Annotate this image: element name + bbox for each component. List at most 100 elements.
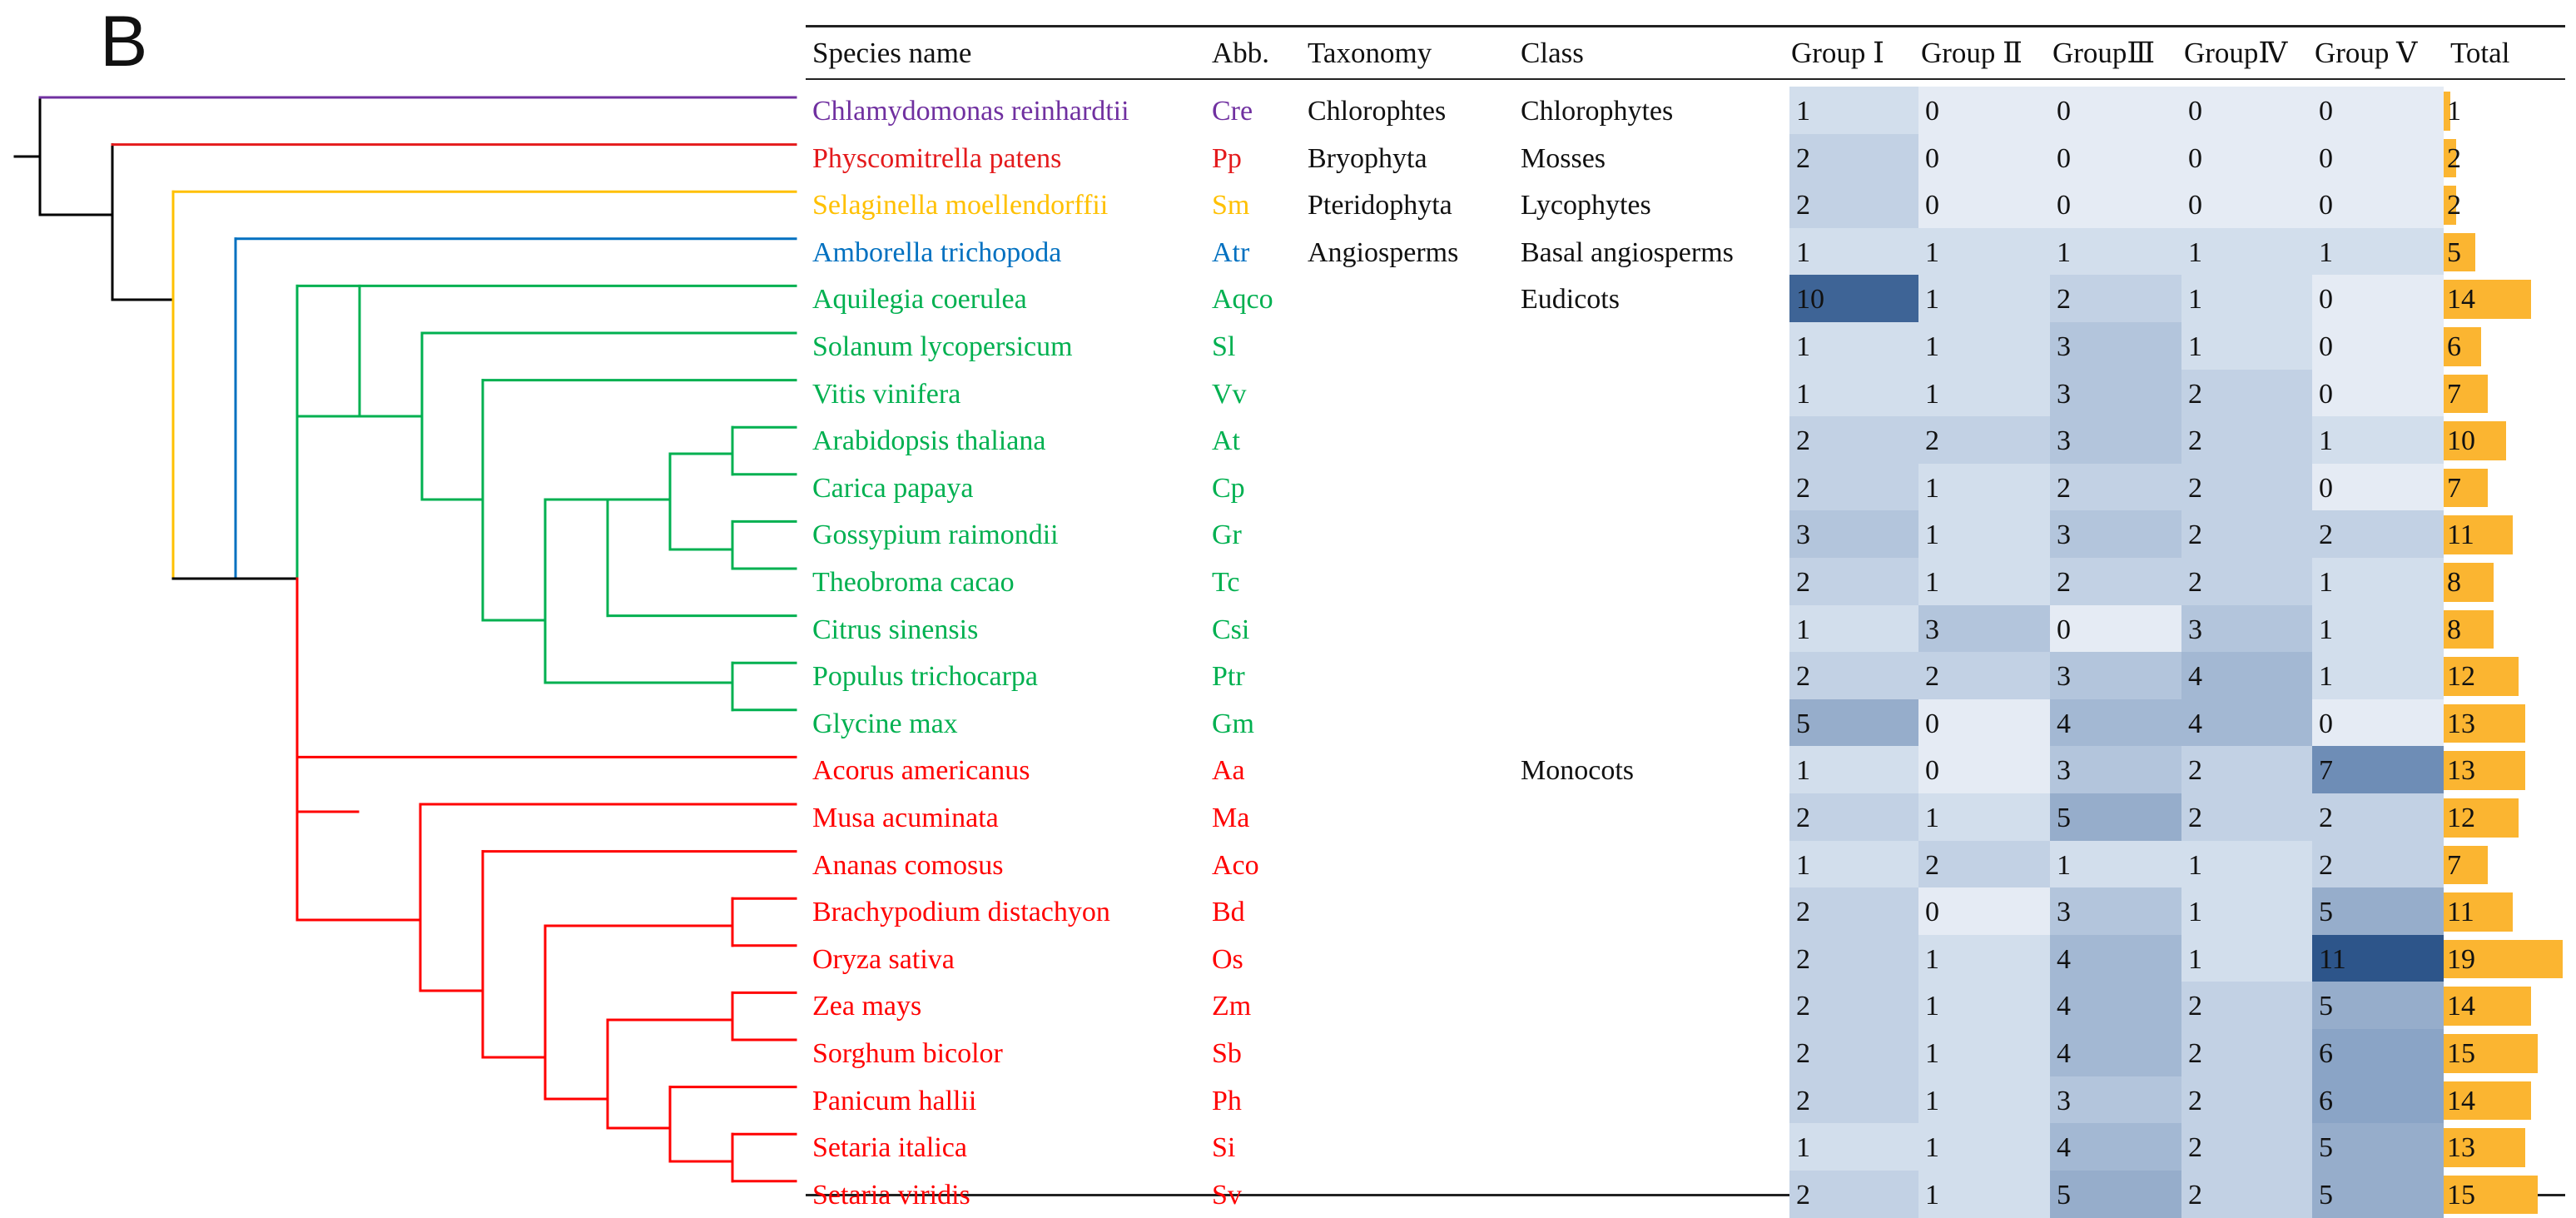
heatmap-value: 3 bbox=[2057, 1085, 2071, 1116]
heatmap-cell: 1 bbox=[2050, 840, 2181, 888]
header-class: Class bbox=[1521, 37, 1584, 69]
heatmap-value: 2 bbox=[2188, 425, 2202, 457]
heatmap-cell: 7 bbox=[2312, 746, 2444, 794]
heatmap-value: 0 bbox=[1925, 755, 1939, 787]
header-group-3: GroupⅢ bbox=[2052, 37, 2156, 69]
taxonomy-label: Pteridophyta bbox=[1308, 190, 1452, 221]
total-value: 14 bbox=[2447, 991, 2475, 1022]
heatmap-cell: 0 bbox=[2312, 87, 2444, 135]
heatmap-cell: 2 bbox=[2312, 840, 2444, 888]
heatmap-value: 6 bbox=[2319, 1085, 2333, 1116]
heatmap-value: 3 bbox=[1796, 520, 1810, 551]
heatmap-cell: 1 bbox=[1789, 87, 1918, 135]
total-bar bbox=[2444, 939, 2563, 979]
total-value: 15 bbox=[2447, 1038, 2475, 1069]
heatmap-cell: 2 bbox=[1789, 793, 1918, 842]
heatmap-cell: 2 bbox=[1918, 840, 2050, 888]
table-bottom-rule bbox=[806, 1194, 2565, 1196]
heatmap-cell: 5 bbox=[2312, 1123, 2444, 1171]
species-name: Brachypodium distachyon bbox=[812, 897, 1110, 928]
header-total: Total bbox=[2450, 37, 2510, 69]
species-name: Musa acuminata bbox=[812, 803, 999, 833]
heatmap-cell: 3 bbox=[2050, 652, 2181, 700]
species-name: Setaria viridis bbox=[812, 1179, 970, 1211]
header-rule bbox=[806, 78, 2565, 80]
heatmap-cell: 2 bbox=[1789, 1029, 1918, 1077]
heatmap-value: 2 bbox=[2188, 991, 2202, 1022]
heatmap-cell: 2 bbox=[2181, 416, 2312, 465]
heatmap-cell: 5 bbox=[2050, 793, 2181, 842]
total-bar bbox=[2444, 1034, 2538, 1073]
total-value: 2 bbox=[2447, 190, 2461, 221]
heatmap-cell: 2 bbox=[2312, 793, 2444, 842]
heatmap-cell: 0 bbox=[1918, 887, 2050, 936]
heatmap-cell: 0 bbox=[2312, 275, 2444, 323]
species-abbreviation: Aco bbox=[1212, 849, 1259, 881]
heatmap-value: 1 bbox=[1925, 284, 1939, 316]
heatmap-value: 0 bbox=[2188, 142, 2202, 174]
heatmap-cell: 3 bbox=[2050, 887, 2181, 936]
species-abbreviation: Sm bbox=[1212, 190, 1250, 221]
class-label: Chlorophytes bbox=[1521, 96, 1674, 127]
heatmap-cell: 1 bbox=[2312, 558, 2444, 606]
heatmap-value: 2 bbox=[2188, 755, 2202, 787]
species-abbreviation: Ptr bbox=[1212, 661, 1245, 693]
heatmap-value: 2 bbox=[2188, 803, 2202, 833]
heatmap-value: 2 bbox=[2188, 1179, 2202, 1211]
heatmap-value: 3 bbox=[2188, 614, 2202, 645]
species-abbreviation: Os bbox=[1212, 943, 1243, 975]
species-name: Acorus americanus bbox=[812, 755, 1030, 787]
species-abbreviation: Sv bbox=[1212, 1179, 1242, 1211]
class-label: Lycophytes bbox=[1521, 190, 1651, 221]
heatmap-cell: 2 bbox=[1918, 416, 2050, 465]
heatmap-value: 0 bbox=[2319, 708, 2333, 739]
heatmap-cell: 0 bbox=[1918, 133, 2050, 181]
heatmap-cell: 2 bbox=[2050, 275, 2181, 323]
heatmap-cell: 3 bbox=[2050, 746, 2181, 794]
species-name: Carica papaya bbox=[812, 472, 974, 504]
heatmap-value: 3 bbox=[2057, 520, 2071, 551]
heatmap-value: 2 bbox=[2319, 803, 2333, 833]
heatmap-cell: 1 bbox=[2312, 604, 2444, 653]
total-bar bbox=[2444, 892, 2513, 932]
species-name: Physcomitrella patens bbox=[812, 142, 1062, 174]
heatmap-cell: 2 bbox=[1918, 652, 2050, 700]
species-name: Panicum hallii bbox=[812, 1085, 977, 1116]
total-bar bbox=[2444, 92, 2450, 131]
class-label: Monocots bbox=[1521, 755, 1634, 787]
total-value: 19 bbox=[2447, 943, 2475, 975]
species-abbreviation: At bbox=[1212, 425, 1240, 457]
species-abbreviation: Csi bbox=[1212, 614, 1250, 645]
heatmap-cell: 2 bbox=[1789, 934, 1918, 983]
heatmap-value: 1 bbox=[2319, 425, 2333, 457]
heatmap-cell: 2 bbox=[1789, 133, 1918, 181]
heatmap-cell: 4 bbox=[2050, 1123, 2181, 1171]
heatmap-value: 1 bbox=[1925, 567, 1939, 598]
heatmap-cell: 1 bbox=[1789, 369, 1918, 417]
heatmap-cell: 3 bbox=[2050, 510, 2181, 559]
total-bar bbox=[2444, 987, 2531, 1026]
heatmap-cell: 1 bbox=[2312, 416, 2444, 465]
header-group-4: GroupⅣ bbox=[2184, 37, 2288, 69]
heatmap-value: 2 bbox=[1796, 190, 1810, 221]
species-abbreviation: Aa bbox=[1212, 755, 1245, 787]
total-value: 13 bbox=[2447, 1132, 2475, 1164]
heatmap-value: 5 bbox=[2319, 991, 2333, 1022]
heatmap-cell: 1 bbox=[2181, 322, 2312, 370]
total-value: 8 bbox=[2447, 567, 2461, 598]
heatmap-value: 1 bbox=[1925, 331, 1939, 362]
heatmap-value: 0 bbox=[2319, 472, 2333, 504]
heatmap-value: 2 bbox=[2057, 567, 2071, 598]
species-abbreviation: Zm bbox=[1212, 991, 1252, 1022]
heatmap-cell: 0 bbox=[2181, 87, 2312, 135]
total-value: 5 bbox=[2447, 236, 2461, 268]
heatmap-value: 2 bbox=[1796, 1085, 1810, 1116]
heatmap-value: 5 bbox=[2319, 897, 2333, 928]
heatmap-value: 1 bbox=[1925, 1179, 1939, 1211]
heatmap-cell: 5 bbox=[2050, 1170, 2181, 1218]
heatmap-cell: 2 bbox=[2181, 1123, 2312, 1171]
total-value: 14 bbox=[2447, 284, 2475, 316]
heatmap-value: 3 bbox=[2057, 755, 2071, 787]
heatmap-value: 3 bbox=[2057, 378, 2071, 410]
heatmap-cell: 1 bbox=[1789, 840, 1918, 888]
